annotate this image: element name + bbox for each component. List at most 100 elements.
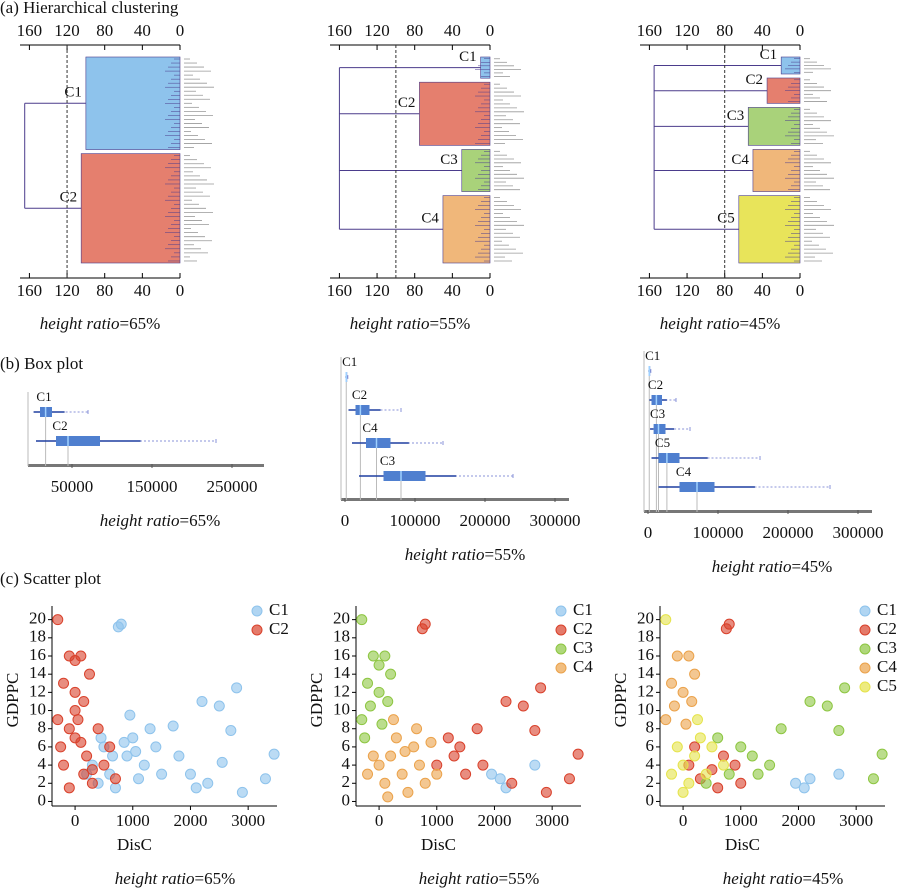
point [804,695,816,707]
point [78,695,90,707]
point [529,725,541,737]
point [517,700,529,712]
caption-value: =65% [180,511,221,530]
point [52,714,64,726]
cluster-label: C1 [645,348,660,363]
point [668,700,680,712]
legend-label: C3 [877,638,897,657]
point [448,750,460,762]
point [130,745,142,757]
cluster-label: C4 [421,211,439,227]
point [231,682,243,694]
point [729,759,741,771]
point [92,723,104,735]
y-tick-label: 2 [646,772,655,791]
tick-label: 80 [406,21,423,40]
y-tick-label: 18 [29,627,46,646]
caption: height ratio=45% [723,869,844,888]
legend-label: C1 [573,600,593,619]
point [660,714,672,726]
tick-label: 0 [644,523,653,542]
point [506,777,518,789]
point [213,700,225,712]
cluster-label: C2 [746,72,764,88]
caption-value: =55% [485,545,526,564]
tick-label: 80 [96,281,113,300]
cluster-label: C2 [352,387,367,402]
caption-value: =65% [120,314,161,333]
legend-label: C5 [877,676,897,695]
y-tick-label: 12 [29,681,46,700]
y-tick-label: 8 [646,718,655,737]
point [390,732,402,744]
tick-label: 160 [17,21,43,40]
legend-marker [251,605,263,617]
point [362,768,374,780]
point [689,741,701,753]
legend-label: C4 [573,657,593,676]
point [431,768,443,780]
caption-label: height ratio [712,557,792,576]
cluster-label: C4 [731,152,749,168]
point [359,732,371,744]
point [460,768,472,780]
point [764,759,776,771]
tick-label: 0 [486,281,495,300]
y-axis-label: GDPPC [611,673,630,728]
point [376,718,388,730]
point [78,768,90,780]
y-tick-label: 2 [38,772,47,791]
box [653,424,666,434]
y-tick-label: 0 [646,790,655,809]
y-tick-label: 10 [333,699,350,718]
point [413,759,425,771]
legend-marker [859,624,871,636]
point [723,768,735,780]
cluster-label: C2 [60,190,78,206]
point [95,732,107,744]
point [112,621,124,633]
panel-title: (b) Box plot [0,354,83,373]
legend-marker [555,643,567,655]
point [735,741,747,753]
point [689,668,701,680]
point [419,777,431,789]
point [735,777,747,789]
axis-bar [341,498,569,501]
point [367,750,379,762]
y-tick-label: 4 [646,754,655,773]
point [477,759,489,771]
point [431,759,443,771]
cluster-label: C3 [727,108,745,124]
point [75,736,87,748]
point [402,786,414,798]
x-tick-label: 2000 [781,811,815,830]
point [706,741,718,753]
y-tick-label: 14 [29,663,47,682]
tick-label: 80 [406,281,423,300]
point [700,768,712,780]
tick-label: 40 [754,21,771,40]
point [752,768,764,780]
point [867,773,879,785]
point [156,768,168,780]
tick-label: 300000 [833,523,884,542]
caption: height ratio=55% [419,869,540,888]
legend-label: C2 [877,619,897,638]
point [121,750,133,762]
y-tick-label: 8 [38,718,47,737]
point [712,782,724,794]
point [876,748,888,760]
caption: height ratio=65% [115,869,236,888]
legend-marker [859,605,871,617]
point [382,695,394,707]
point [364,700,376,712]
point [373,759,385,771]
point [677,786,689,798]
x-tick-label: 1000 [724,811,758,830]
cluster-block [419,81,491,146]
point [107,750,119,762]
axis-bar [644,510,872,513]
point [671,741,683,753]
